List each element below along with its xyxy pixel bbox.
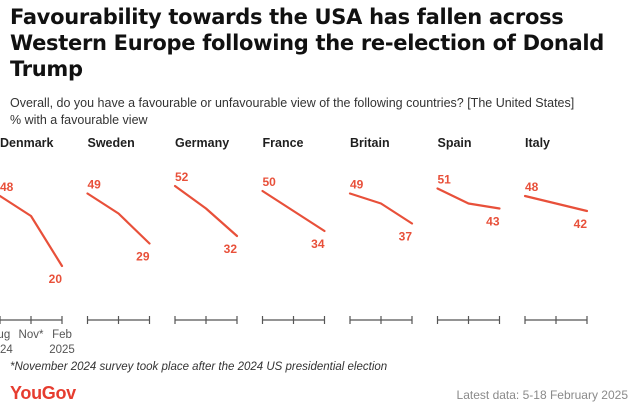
x-tick-label-2: Feb	[52, 329, 72, 341]
unit-label: % with a favourable view	[10, 113, 148, 127]
data-label-denmark-end: 20	[49, 272, 63, 286]
data-label-germany-end: 32	[224, 242, 238, 256]
series-line-germany	[173, 184, 239, 238]
yougov-logo: YouGov	[10, 383, 76, 403]
footnote: *November 2024 survey took place after t…	[10, 361, 388, 373]
data-label-spain-end: 43	[486, 215, 500, 229]
panel-title-britain: Britain	[350, 136, 390, 150]
x-tick-label-year-0: 2024	[0, 344, 13, 356]
series-line-denmark	[0, 194, 64, 268]
data-label-sweden-start: 49	[88, 178, 102, 192]
panel-title-spain: Spain	[438, 136, 472, 150]
panel-title-sweden: Sweden	[88, 136, 135, 150]
series-line-france	[261, 189, 326, 233]
data-label-france-end: 34	[311, 237, 325, 251]
data-label-france-start: 50	[263, 175, 277, 189]
data-label-spain-start: 51	[438, 173, 452, 187]
panel-title-germany: Germany	[175, 136, 229, 150]
panel-title-italy: Italy	[525, 136, 550, 150]
series-line-spain	[436, 187, 501, 210]
chart-subtitle: Overall, do you have a favourable or unf…	[10, 96, 575, 110]
x-tick-label-0: Aug	[0, 329, 10, 341]
small-multiples-chart: Denmark 48 20 Sweden 49 29 Germany 52 32 France 50…	[0, 136, 589, 356]
panel-title-denmark: Denmark	[0, 136, 54, 150]
panel-title-france: France	[263, 136, 304, 150]
data-label-denmark-start: 48	[0, 180, 14, 194]
series-line-britain	[348, 192, 414, 225]
chart-title: Favourability towards the USA has fallen…	[10, 5, 605, 81]
series-line-italy	[523, 194, 589, 213]
data-label-italy-end: 42	[574, 217, 588, 231]
data-label-sweden-end: 29	[136, 250, 150, 264]
x-tick-label-year-2: 2025	[49, 344, 75, 356]
data-label-germany-start: 52	[175, 170, 189, 184]
latest-data-note: Latest data: 5-18 February 2025	[456, 388, 628, 402]
x-tick-label-1: Nov*	[19, 329, 44, 341]
data-label-italy-start: 48	[525, 180, 539, 194]
data-label-britain-start: 49	[350, 178, 364, 192]
data-label-britain-end: 37	[399, 230, 413, 244]
series-line-sweden	[86, 192, 151, 245]
